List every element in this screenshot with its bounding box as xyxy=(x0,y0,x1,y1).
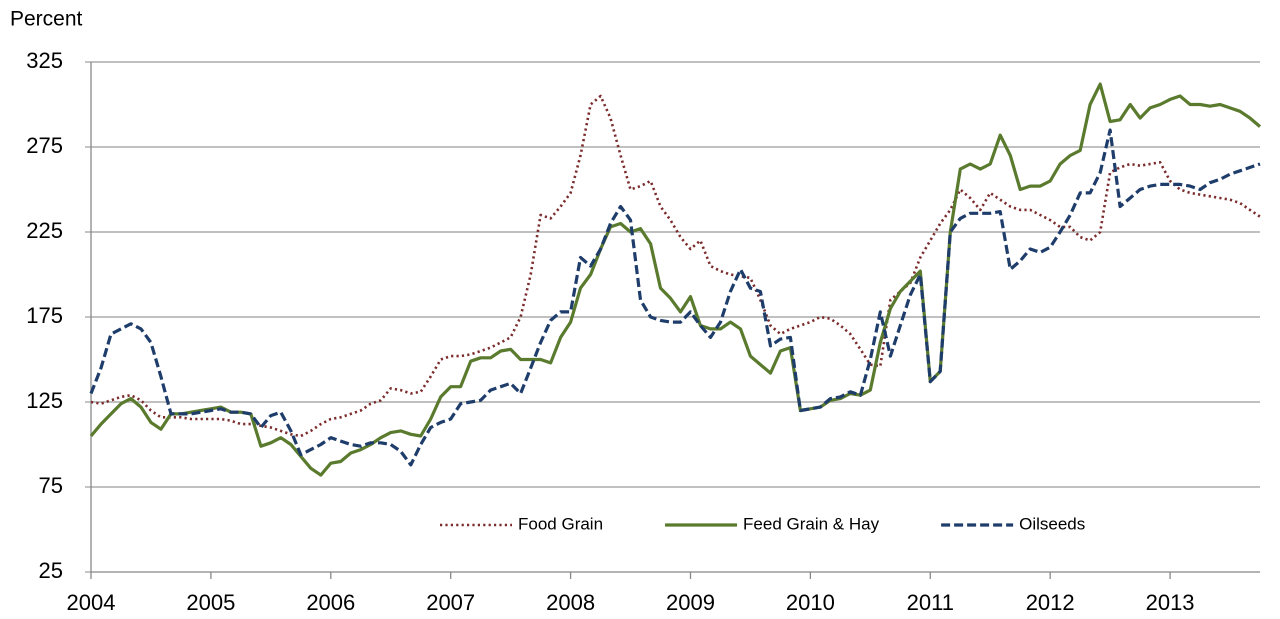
y-tick-label: 125 xyxy=(26,388,63,413)
y-tick-label: 175 xyxy=(26,303,63,328)
legend-label: Feed Grain & Hay xyxy=(743,514,880,533)
x-tick-label: 2007 xyxy=(426,590,475,615)
series-line xyxy=(90,94,1261,438)
legend-label: Food Grain xyxy=(518,514,603,533)
y-tick-label: 325 xyxy=(26,48,63,73)
series-line xyxy=(89,128,1261,467)
y-tick-label: 275 xyxy=(26,133,63,158)
x-tick-label: 2009 xyxy=(666,590,715,615)
x-tick-label: 2012 xyxy=(1026,590,1075,615)
y-tick-label: 225 xyxy=(26,218,63,243)
y-axis-label: Percent xyxy=(10,8,83,31)
x-tick-label: 2013 xyxy=(1146,590,1195,615)
y-tick-label: 25 xyxy=(39,558,63,583)
x-tick-label: 2005 xyxy=(186,590,235,615)
x-tick-label: 2010 xyxy=(786,590,835,615)
x-tick-label: 2011 xyxy=(907,590,954,615)
series-line xyxy=(89,82,1262,477)
x-tick-label: 2004 xyxy=(67,590,116,615)
y-tick-label: 75 xyxy=(39,473,63,498)
legend-label: Oilseeds xyxy=(1019,514,1085,533)
x-tick-label: 2008 xyxy=(546,590,595,615)
x-tick-label: 2006 xyxy=(306,590,355,615)
